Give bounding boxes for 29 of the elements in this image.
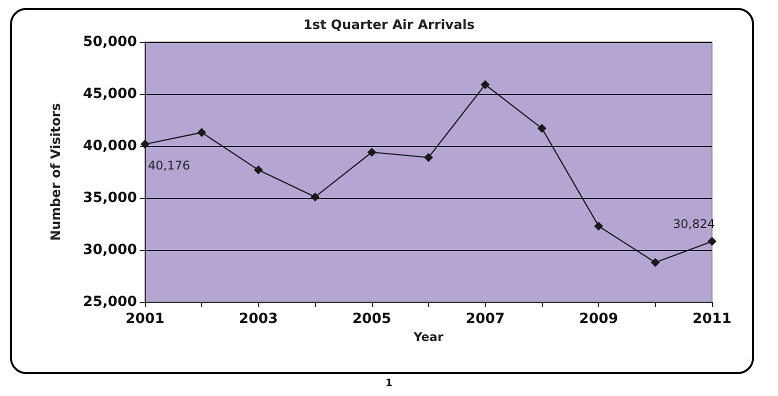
point — [140, 140, 150, 149]
y-tick-label: 35,000 — [82, 190, 138, 206]
x-tick-label: 2011 — [692, 311, 732, 327]
y-tick-label: 50,000 — [82, 34, 138, 50]
point — [197, 128, 206, 137]
y-tick-label: 25,000 — [82, 294, 138, 310]
y-tick-label: 30,000 — [82, 242, 138, 258]
y-tick-label: 45,000 — [82, 86, 138, 102]
point — [537, 124, 546, 133]
y-axis-title: Number of Visitors — [49, 102, 64, 241]
point — [367, 148, 376, 157]
x-tick-label: 2009 — [579, 311, 618, 327]
data-label: 30,824 — [673, 216, 715, 231]
x-tick-label: 2007 — [466, 311, 505, 327]
point — [594, 222, 604, 231]
x-tick-label: 2003 — [238, 311, 278, 327]
y-tick-label: 40,000 — [82, 138, 138, 154]
point — [310, 192, 320, 202]
point — [424, 152, 433, 162]
chart-title: 1st Quarter Air Arrivals — [303, 18, 475, 33]
point — [254, 165, 263, 174]
x-tick-label: 2001 — [126, 311, 164, 327]
x-tick-label: 2005 — [352, 311, 392, 327]
text: 1 — [384, 378, 394, 389]
point — [480, 80, 490, 90]
point — [650, 258, 660, 267]
point — [708, 236, 716, 246]
x-axis-title: Year — [412, 330, 444, 344]
data-label: 40,176 — [148, 158, 190, 173]
